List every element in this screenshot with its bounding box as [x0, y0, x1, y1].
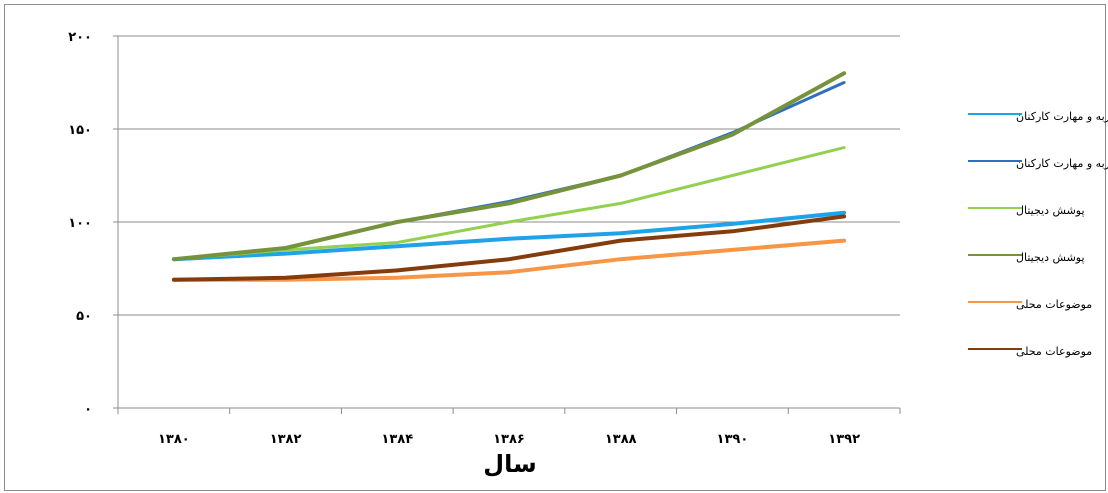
x-tick-labels: ۱۳۸۰ ۱۳۸۲ ۱۳۸۴ ۱۳۸۶ ۱۳۸۸ ۱۳۹۰ ۱۳۹۲ — [158, 432, 860, 447]
legend: تجربه و مهارت کارکنان تجربه و مهارت کارکن… — [968, 110, 1108, 358]
x-tick-label: ۱۳۸۴ — [381, 432, 413, 447]
y-tick-label: ۲۰۰ — [68, 30, 92, 45]
legend-label: تجربه و مهارت کارکنان — [1016, 110, 1108, 123]
y-tick-label: ۰ — [84, 402, 92, 417]
x-tick-label: ۱۳۸۶ — [493, 432, 525, 447]
series-line-2 — [172, 81, 846, 261]
y-tick-label: ۵۰ — [76, 309, 92, 324]
legend-label: پوشش دیجیتال — [1016, 204, 1085, 217]
y-tick-label: ۱۵۰ — [68, 123, 92, 138]
x-axis-title: سال — [483, 450, 536, 478]
legend-label: تجربه و مهارت کارکنان — [1016, 157, 1108, 170]
series-lines — [171, 71, 847, 282]
legend-label: موضوعات محلی — [1016, 345, 1092, 358]
axes — [113, 35, 901, 414]
x-tick-label: ۱۳۸۲ — [270, 432, 302, 447]
x-tick-label: ۱۳۸۰ — [158, 432, 190, 447]
legend-label: پوشش دیجیتال — [1016, 251, 1085, 264]
legend-label: موضوعات محلی — [1016, 298, 1092, 311]
series-line-1 — [171, 210, 847, 262]
x-tick-label: ۱۳۹۰ — [717, 432, 749, 447]
y-tick-labels: ۰ ۵۰ ۱۰۰ ۱۵۰ ۲۰۰ — [68, 30, 92, 417]
x-tick-label: ۱۳۸۸ — [605, 432, 637, 447]
series-line-4 — [171, 71, 847, 262]
x-tick-label: ۱۳۹۲ — [828, 432, 860, 447]
y-tick-label: ۱۰۰ — [68, 216, 92, 231]
series-line-6 — [171, 214, 847, 282]
chart-frame — [4, 4, 1106, 491]
